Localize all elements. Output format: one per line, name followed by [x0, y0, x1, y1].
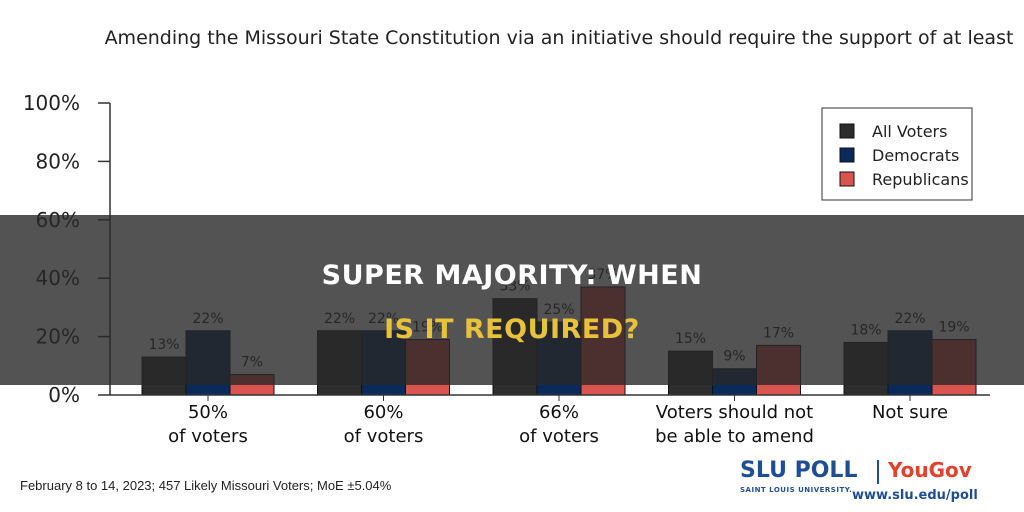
y-tick-label: 100% — [23, 91, 80, 115]
y-tick-label: 80% — [36, 149, 80, 173]
category-label: 66% — [539, 402, 579, 423]
yougov-logo-text: YouGov — [888, 458, 972, 482]
slu-poll-yougov-logo: SLU POLL YouGov SAINT LOUIS UNIVERSITY. … — [740, 458, 980, 506]
category-label: 60% — [363, 402, 403, 423]
title-banner — [0, 215, 1024, 385]
legend-label: Republicans — [872, 170, 969, 189]
legend-label: Democrats — [872, 146, 959, 165]
category-label: of voters — [168, 426, 248, 447]
category-label: Not sure — [872, 402, 948, 423]
category-label: of voters — [519, 426, 599, 447]
banner-title-line2: IS IT REQUIRED? — [384, 314, 640, 345]
poll-url: www.slu.edu/poll — [852, 488, 978, 503]
chart-title: Amending the Missouri State Constitution… — [105, 27, 1014, 49]
legend-swatch — [839, 147, 855, 163]
banner-title-line1: SUPER MAJORITY: WHEN — [321, 260, 703, 291]
category-label: of voters — [344, 426, 424, 447]
legend-swatch — [839, 171, 855, 187]
survey-footnote: February 8 to 14, 2023; 457 Likely Misso… — [20, 478, 392, 493]
y-tick-label: 0% — [48, 383, 80, 407]
category-label: be able to amend — [655, 426, 814, 447]
legend: All Voters Democrats Republicans — [821, 107, 973, 201]
logo-divider — [877, 460, 879, 484]
category-label: 50% — [188, 402, 228, 423]
slu-poll-logo-text: SLU POLL — [740, 458, 858, 483]
category-label: Voters should not — [656, 402, 813, 423]
legend-label: All Voters — [872, 122, 947, 141]
university-name: SAINT LOUIS UNIVERSITY. — [740, 486, 853, 494]
category-labels: 50% of voters 60% of voters 66% of voters Vote… — [110, 394, 990, 447]
legend-swatch — [839, 123, 855, 139]
